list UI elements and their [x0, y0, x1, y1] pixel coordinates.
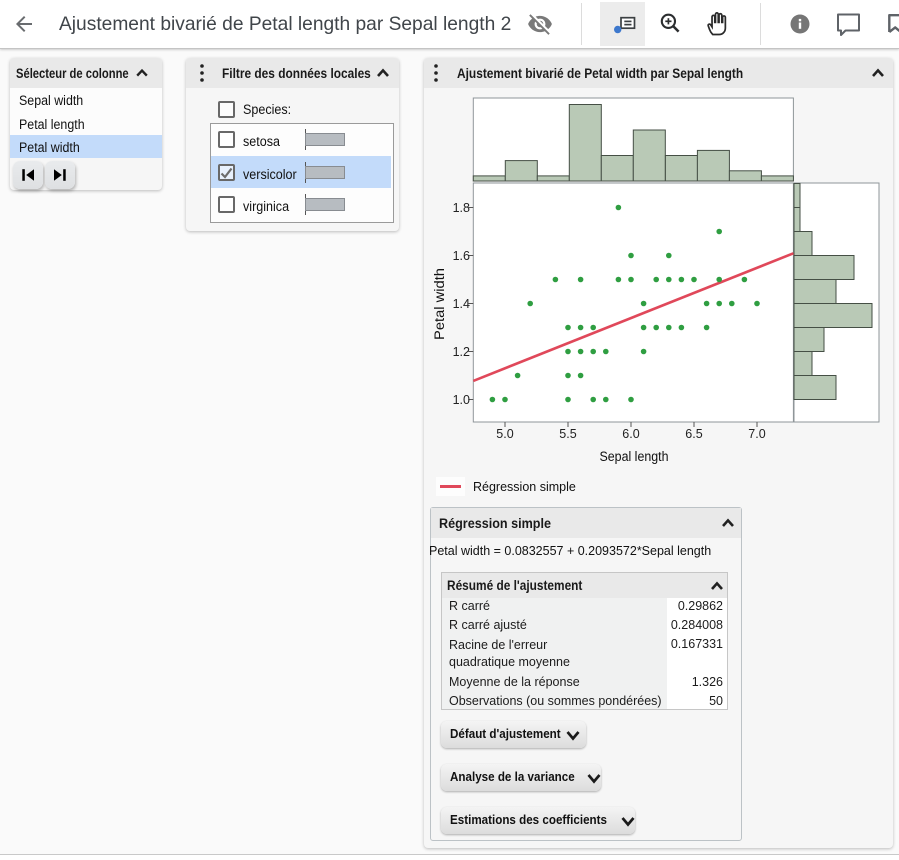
svg-text:6.0: 6.0: [622, 427, 639, 441]
svg-text:1.2: 1.2: [453, 345, 470, 359]
svg-text:Petal width: Petal width: [432, 268, 447, 340]
svg-text:6.5: 6.5: [685, 427, 702, 441]
svg-text:Sepal length: Sepal length: [600, 449, 669, 464]
svg-text:1.8: 1.8: [453, 201, 470, 215]
svg-text:5.0: 5.0: [496, 427, 513, 441]
svg-text:Régression simple: Régression simple: [473, 480, 576, 494]
svg-text:1.4: 1.4: [453, 297, 470, 311]
svg-text:5.5: 5.5: [559, 427, 576, 441]
svg-text:1.6: 1.6: [453, 249, 470, 263]
svg-text:1.0: 1.0: [453, 393, 470, 407]
svg-text:7.0: 7.0: [748, 427, 765, 441]
